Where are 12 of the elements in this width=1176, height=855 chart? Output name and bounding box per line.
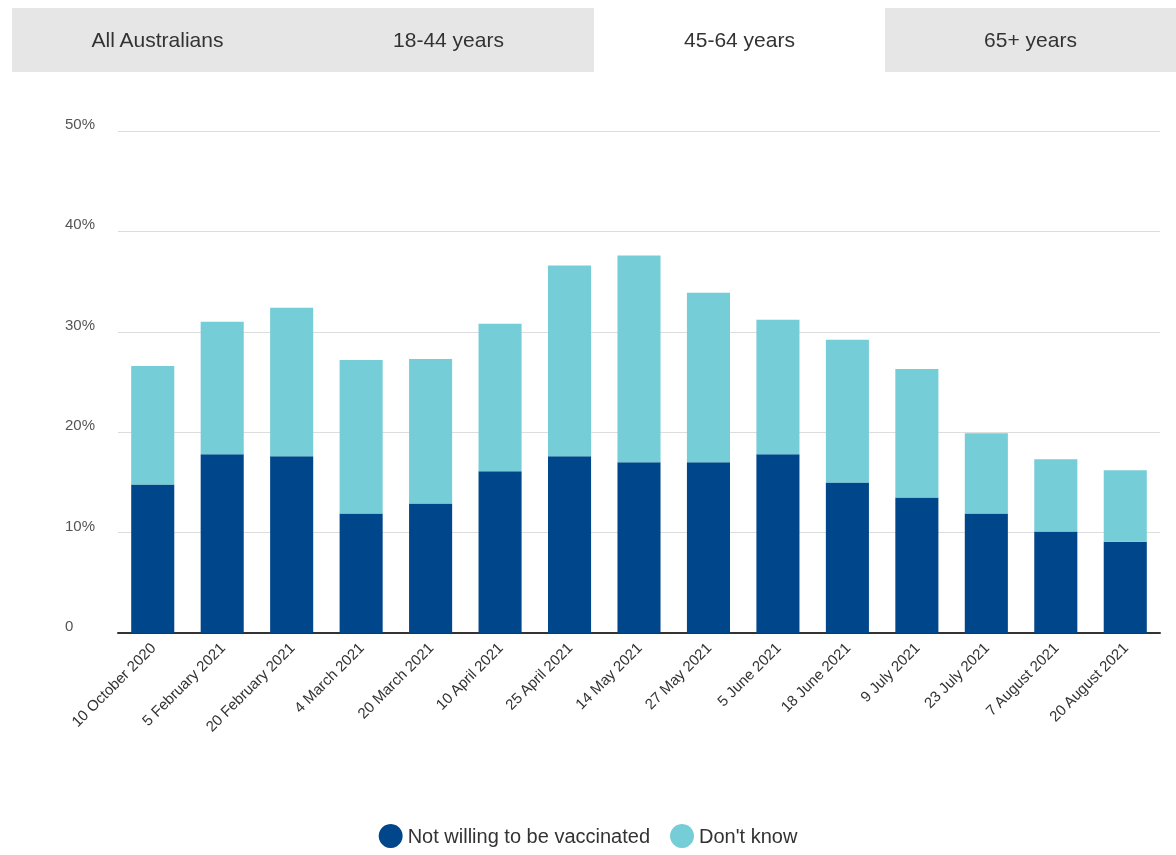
text: All Australians [12,8,303,72]
legend-label: Don't know [699,825,798,847]
y-tick-label: 50% [65,115,96,132]
legend-label: Not willing to be vaccinated [407,825,651,847]
y-tick-label: 10% [65,516,96,534]
text: 65+ years [885,8,1176,72]
text: 18-44 years [303,8,594,72]
y-tick-label: 40% [65,215,96,233]
text: 45-64 years [594,8,885,72]
y-tick-label: 20% [65,416,96,434]
y-tick-label: 0 [65,617,74,634]
y-tick-label: 30% [65,315,96,333]
